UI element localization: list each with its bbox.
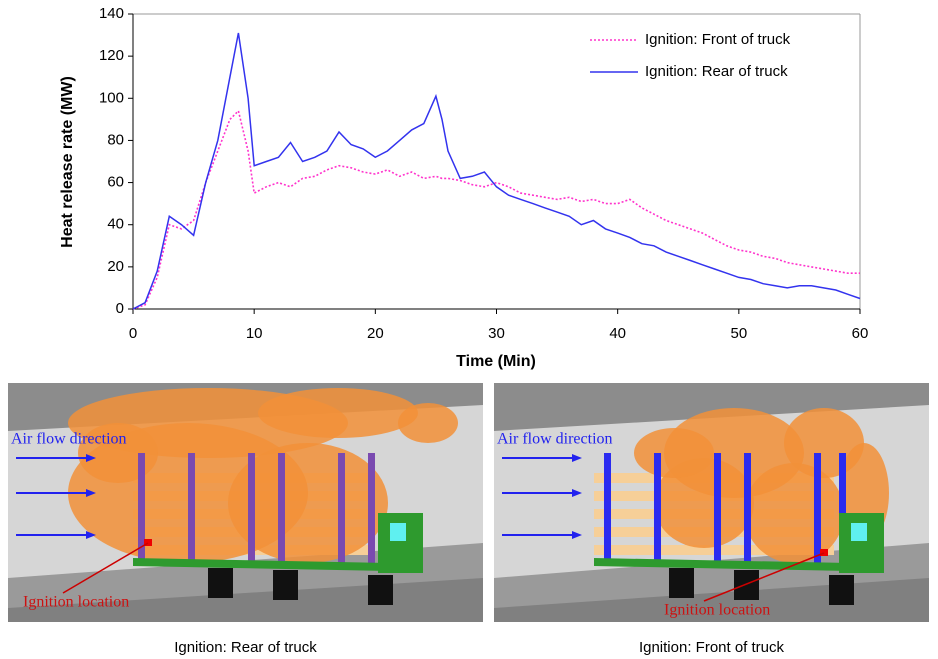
post [368, 453, 375, 563]
cab-window [851, 523, 867, 541]
legend-label: Ignition: Rear of truck [645, 63, 788, 80]
cab-window [390, 523, 406, 541]
ignition-point [144, 539, 152, 546]
series-line [132, 109, 860, 310]
x-tick-label: 30 [488, 325, 505, 342]
airflow-label: Air flow direction [11, 431, 127, 448]
post [188, 453, 195, 563]
wheel [829, 575, 854, 605]
panel-caption: Ignition: Rear of truck [174, 639, 317, 656]
cab [839, 513, 884, 573]
y-tick-label: 40 [107, 216, 124, 233]
x-tick-label: 0 [129, 325, 137, 342]
y-tick-label: 0 [116, 300, 124, 317]
airflow-label: Air flow direction [497, 431, 613, 448]
post [654, 453, 661, 563]
tunnel-ceiling [494, 383, 929, 431]
x-tick-label: 50 [730, 325, 747, 342]
panel-caption: Ignition: Front of truck [639, 639, 785, 656]
post [138, 453, 145, 563]
post [278, 453, 285, 563]
series-line [132, 32, 861, 310]
road-dark [494, 578, 929, 622]
wheel [734, 570, 759, 600]
y-axis-title: Heat release rate (MW) [59, 76, 76, 248]
flame [654, 458, 754, 548]
y-tick-label: 80 [107, 131, 124, 148]
arrow-head [572, 531, 582, 539]
flame [634, 428, 714, 478]
legend-label: Ignition: Front of truck [645, 31, 791, 48]
x-tick-label: 60 [852, 325, 869, 342]
y-tick-label: 120 [99, 47, 124, 64]
chassis [133, 558, 388, 571]
wheel [669, 568, 694, 598]
ignition-label: Ignition location [23, 594, 129, 611]
post [814, 453, 821, 563]
illustration-panel: Air flow direction Ignition location [8, 383, 483, 622]
x-tick-label: 40 [609, 325, 626, 342]
post [744, 453, 751, 563]
y-tick-label: 140 [99, 5, 124, 22]
flame [228, 443, 388, 563]
wheel [273, 570, 298, 600]
cab [378, 513, 423, 573]
arrow-head [86, 489, 96, 497]
arrow-head [572, 454, 582, 462]
x-tick-label: 20 [367, 325, 384, 342]
post [338, 453, 345, 563]
post [839, 453, 846, 563]
wheel [368, 575, 393, 605]
x-tick-label: 10 [246, 325, 263, 342]
y-tick-label: 100 [99, 89, 124, 106]
flame [398, 403, 458, 443]
ignition-point [820, 549, 828, 556]
illustrations: Air flow direction Ignition location Ignit… [8, 383, 929, 656]
arrow-head [86, 454, 96, 462]
road-dark [8, 578, 483, 622]
flame [258, 388, 418, 438]
arrow-head [86, 531, 96, 539]
wheel [208, 568, 233, 598]
ignition-pointer [62, 542, 149, 594]
ignition-pointer [703, 552, 825, 602]
y-tick-label: 60 [107, 174, 124, 191]
post [604, 453, 611, 563]
y-tick-label: 20 [107, 258, 124, 275]
ignition-label: Ignition location [664, 602, 770, 619]
post [714, 453, 721, 563]
post [248, 453, 255, 563]
x-axis-title: Time (Min) [456, 353, 536, 370]
arrow-head [572, 489, 582, 497]
flame [744, 463, 844, 563]
illustration-panel: Air flow direction Ignition location [494, 383, 929, 622]
